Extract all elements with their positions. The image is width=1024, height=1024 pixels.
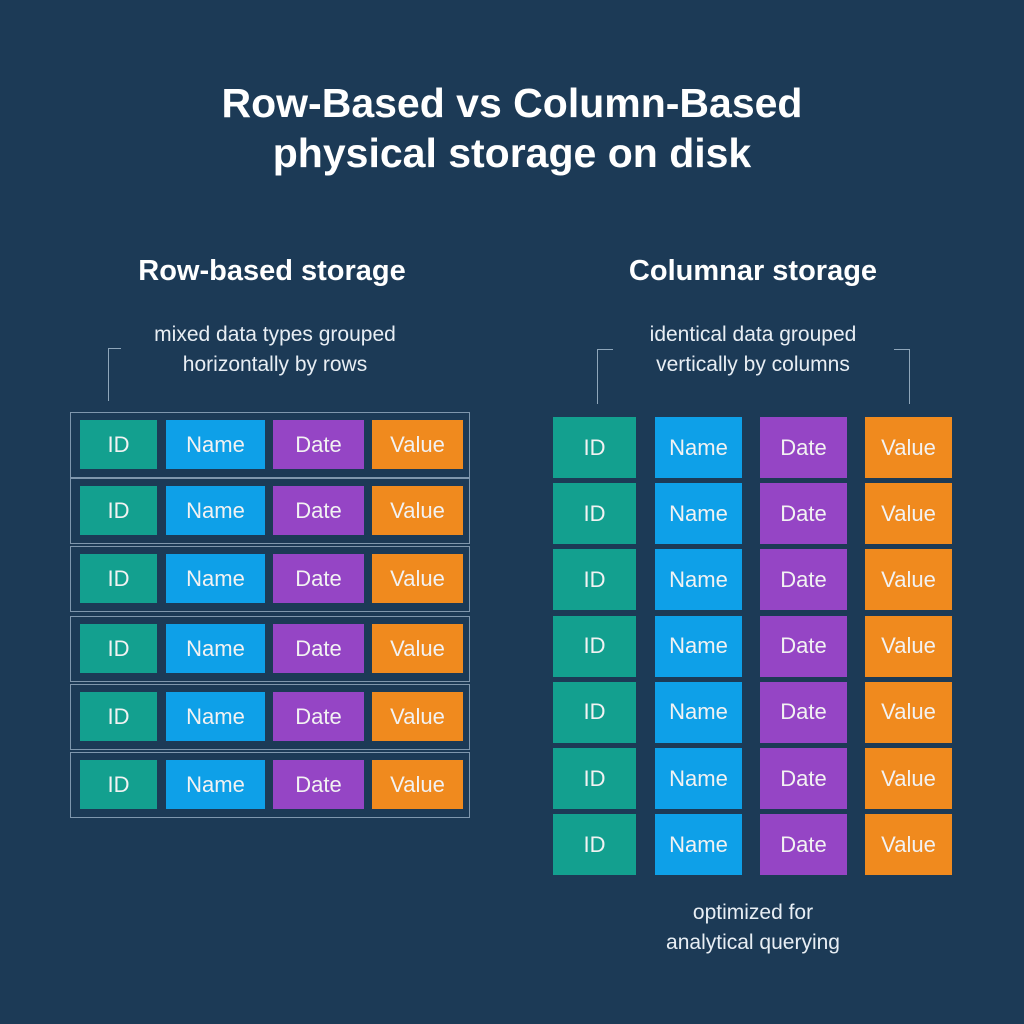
row-record <box>70 412 470 478</box>
row-cell-id: ID <box>80 624 157 673</box>
row-cell-id: ID <box>80 554 157 603</box>
row-cell-value: Value <box>372 692 463 741</box>
column-cell-name: Name <box>655 814 742 876</box>
column-cell-value: Value <box>865 549 952 611</box>
row-cell-value: Value <box>372 420 463 469</box>
column-cell-date: Date <box>760 483 847 545</box>
row-cell-id: ID <box>80 486 157 535</box>
column-cell-name: Name <box>655 615 742 677</box>
row-cell-name: Name <box>166 420 265 469</box>
column-cell-name: Name <box>655 483 742 545</box>
row-note-line-2: horizontally by rows <box>182 353 368 376</box>
row-cell-name: Name <box>166 554 265 603</box>
column-cell-value: Value <box>865 483 952 545</box>
row-cell-date: Date <box>273 624 364 673</box>
page-title: Row-Based vs Column-Based physical stora… <box>0 78 1024 178</box>
column-cell-date: Date <box>760 814 847 876</box>
column-cell-id: ID <box>553 483 636 545</box>
row-cell-name: Name <box>166 692 265 741</box>
title-line-2: physical storage on disk <box>272 130 752 176</box>
column-cell-id: ID <box>553 615 636 677</box>
column-cell-id: ID <box>553 814 636 876</box>
row-cell-name: Name <box>166 486 265 535</box>
title-line-1: Row-Based vs Column-Based <box>221 80 803 126</box>
row-record <box>70 616 470 682</box>
column-cell-date: Date <box>760 681 847 743</box>
column-cell-name: Name <box>655 417 742 478</box>
footer-line-2: analytical querying <box>666 931 840 954</box>
column-cell-name: Name <box>655 549 742 611</box>
row-record <box>70 684 470 750</box>
column-note-line-2: vertically by columns <box>656 353 850 376</box>
row-cell-value: Value <box>372 624 463 673</box>
row-cell-value: Value <box>372 486 463 535</box>
column-cell-value: Value <box>865 681 952 743</box>
columnar-storage-heading: Columnar storage <box>628 255 878 287</box>
column-cell-date: Date <box>760 417 847 478</box>
column-cell-id: ID <box>553 748 636 809</box>
column-note-bracket-right <box>894 349 910 404</box>
row-record <box>70 478 470 544</box>
row-cell-name: Name <box>166 760 265 809</box>
row-storage-note: mixed data types grouped horizontally by… <box>95 320 455 380</box>
row-note-bracket <box>108 348 121 401</box>
row-cell-id: ID <box>80 760 157 809</box>
column-cell-name: Name <box>655 748 742 809</box>
column-cell-value: Value <box>865 748 952 809</box>
column-cell-id: ID <box>553 681 636 743</box>
row-cell-value: Value <box>372 760 463 809</box>
footer-line-1: optimized for <box>692 901 814 924</box>
column-note-bracket-left <box>597 349 613 404</box>
row-cell-name: Name <box>166 624 265 673</box>
column-cell-date: Date <box>760 615 847 677</box>
column-cell-date: Date <box>760 748 847 809</box>
row-cell-id: ID <box>80 692 157 741</box>
row-note-line-1: mixed data types grouped <box>154 323 396 346</box>
row-cell-value: Value <box>372 554 463 603</box>
column-cell-date: Date <box>760 549 847 611</box>
row-cell-date: Date <box>273 420 364 469</box>
column-cell-value: Value <box>865 814 952 876</box>
row-cell-date: Date <box>273 486 364 535</box>
columnar-storage-note: identical data grouped vertically by col… <box>573 320 933 380</box>
column-cell-id: ID <box>553 417 636 478</box>
row-cell-date: Date <box>273 692 364 741</box>
row-cell-date: Date <box>273 760 364 809</box>
row-cell-id: ID <box>80 420 157 469</box>
column-cell-name: Name <box>655 681 742 743</box>
column-cell-value: Value <box>865 615 952 677</box>
row-storage-heading: Row-based storage <box>138 255 406 287</box>
row-record <box>70 752 470 818</box>
row-cell-date: Date <box>273 554 364 603</box>
column-cell-value: Value <box>865 417 952 478</box>
column-note-line-1: identical data grouped <box>649 323 857 346</box>
column-cell-id: ID <box>553 549 636 611</box>
columnar-footer-note: optimized for analytical querying <box>573 898 933 958</box>
row-record <box>70 546 470 612</box>
